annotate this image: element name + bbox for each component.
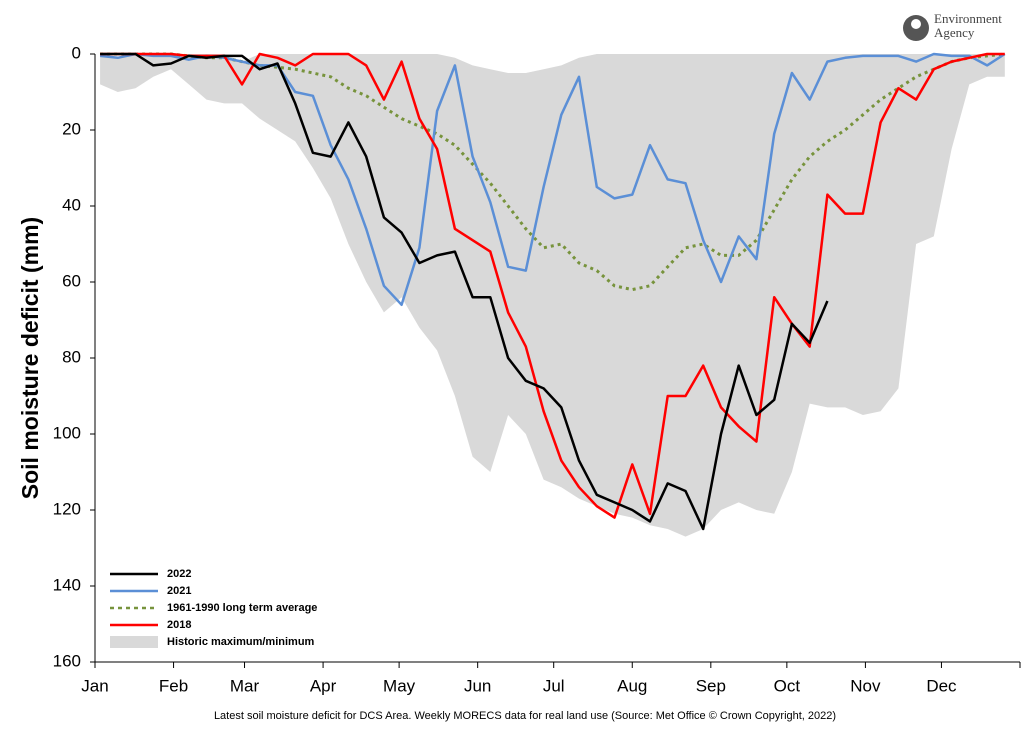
legend-label: Historic maximum/minimum — [167, 636, 315, 648]
line-series — [100, 52, 1005, 519]
legend-swatch — [110, 636, 158, 648]
x-tick-label: Mar — [230, 676, 260, 695]
x-tick-label: Nov — [850, 676, 881, 695]
legend-label: 2018 — [167, 619, 191, 631]
x-tick-label: May — [383, 676, 416, 695]
legend-label: 2021 — [167, 585, 191, 597]
legend-label: 1961-1990 long term average — [167, 602, 317, 614]
x-tick-label: Feb — [159, 676, 188, 695]
range-area — [100, 54, 1005, 537]
x-tick-label: Jun — [464, 676, 491, 695]
x-tick-label: Jan — [81, 676, 108, 695]
y-tick-label: 140 — [53, 575, 81, 594]
x-tick-label: Jul — [543, 676, 565, 695]
x-tick-label: Dec — [926, 676, 957, 695]
y-tick-label: 160 — [53, 651, 81, 670]
y-tick-label: 120 — [53, 499, 81, 518]
x-tick-label: Aug — [617, 676, 647, 695]
y-tick-label: 80 — [62, 347, 81, 366]
logo: Environment Agency — [903, 11, 1002, 41]
y-tick-label: 60 — [62, 271, 81, 290]
plot-area — [99, 52, 1006, 537]
source-note: Latest soil moisture deficit for DCS Are… — [214, 710, 836, 722]
line-series — [100, 52, 829, 531]
line-series — [100, 52, 1005, 292]
x-tick-label: Oct — [774, 676, 801, 695]
y-tick-label: 20 — [62, 119, 81, 138]
x-tick-label: Apr — [310, 676, 337, 695]
logo-icon-detail — [911, 19, 921, 29]
x-tick-label: Sep — [696, 676, 726, 695]
logo-text: Agency — [934, 25, 975, 40]
y-tick-label: 100 — [53, 423, 81, 442]
y-axis-label: Soil moisture deficit (mm) — [17, 217, 43, 499]
legend: 2022 2021 1961-1990 long term average 2018 H… — [103, 560, 345, 656]
logo-text: Environment — [934, 11, 1002, 26]
y-tick-label: 40 — [62, 195, 81, 214]
y-tick-label: 0 — [72, 43, 81, 62]
legend-label: 2022 — [167, 568, 191, 580]
